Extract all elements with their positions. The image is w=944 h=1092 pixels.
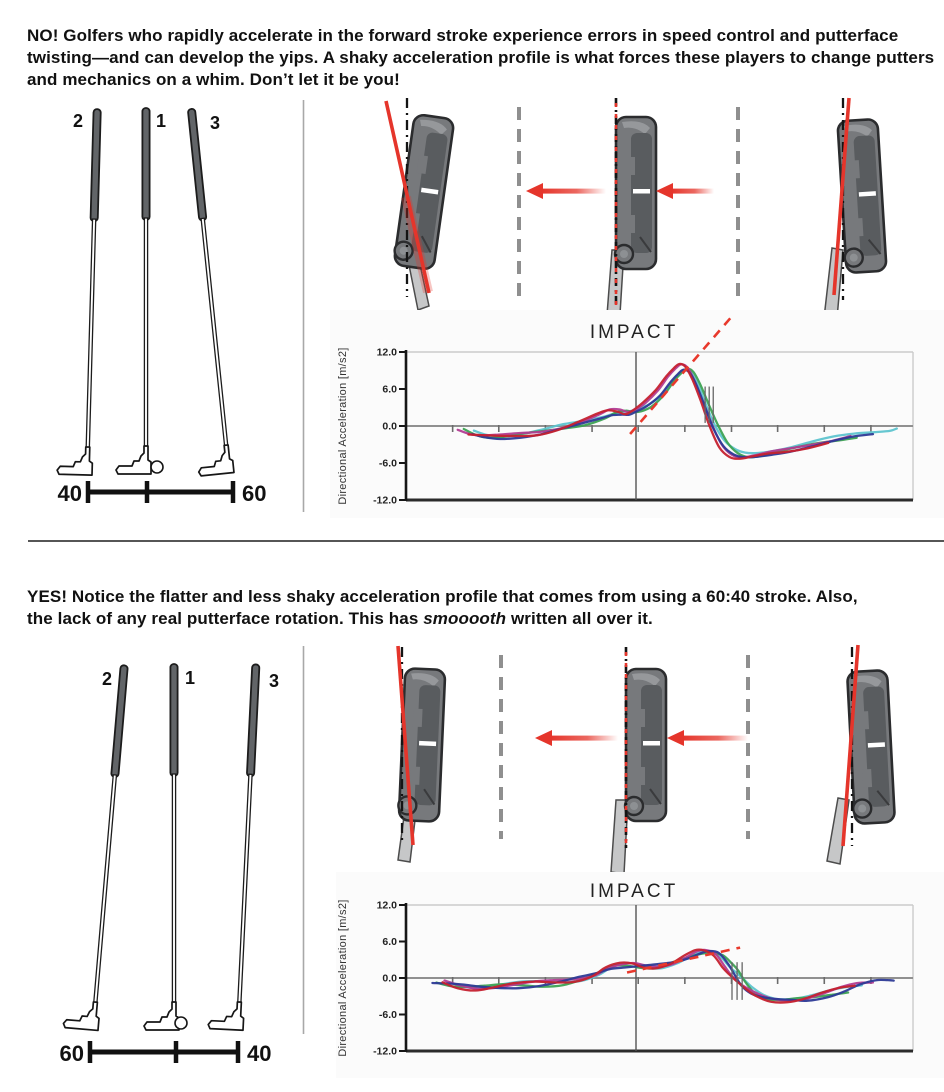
no-putter-1-label: 1 bbox=[156, 111, 166, 131]
no-ratio-left-value: 40 bbox=[58, 481, 82, 506]
no-stroke-ratio-scale bbox=[85, 481, 236, 503]
yes-body-italic-word: smooooth bbox=[423, 609, 507, 628]
no-putter-3-label: 3 bbox=[210, 113, 220, 133]
golf-ball bbox=[150, 460, 164, 474]
trial-curve-trial-red bbox=[467, 362, 830, 460]
golf-ball bbox=[174, 1016, 188, 1030]
no-putter-backstroke bbox=[56, 107, 104, 477]
ytick-label: 12.0 bbox=[377, 900, 398, 912]
yes-body-text-post: written all over it. bbox=[506, 609, 653, 628]
left-arrow-icon bbox=[656, 183, 714, 199]
ytick-label: 12.0 bbox=[377, 347, 398, 359]
no-pendulum-diagram: 2 1 3 40 60 bbox=[56, 107, 266, 506]
no-putter-address bbox=[115, 107, 152, 475]
left-arrow-icon bbox=[535, 730, 618, 746]
no-heading: NO! bbox=[27, 26, 59, 45]
no-paragraph: NO! Golfers who rapidly accelerate in th… bbox=[27, 25, 939, 91]
arrow-head bbox=[667, 730, 684, 746]
ytick-label: 0.0 bbox=[382, 421, 397, 433]
acceleration-guide-dashed bbox=[626, 946, 741, 974]
ytick-marks bbox=[399, 351, 406, 501]
yes-face-square-3 bbox=[826, 644, 897, 865]
y-axis-title: Directional Acceleration [m/s2] bbox=[337, 899, 349, 1056]
face-angle-red-line bbox=[396, 645, 415, 846]
yes-face-square-2 bbox=[610, 647, 668, 875]
chart-title: IMPACT bbox=[590, 322, 678, 343]
putter-head-top-view bbox=[623, 667, 668, 823]
ytick-label: 6.0 bbox=[382, 936, 397, 948]
yes-ratio-right-value: 40 bbox=[247, 1041, 271, 1066]
no-putterface-row bbox=[384, 97, 888, 331]
no-face-open bbox=[384, 98, 456, 312]
ytick-label: -6.0 bbox=[379, 1009, 397, 1021]
ytick-label: -12.0 bbox=[373, 495, 397, 507]
no-body-text: Golfers who rapidly accelerate in the fo… bbox=[27, 26, 935, 89]
arrow-head bbox=[656, 183, 673, 199]
yes-putter-3-label: 3 bbox=[269, 671, 279, 691]
arrow-head bbox=[526, 183, 543, 199]
yes-putter-followthrough bbox=[207, 662, 262, 1032]
ytick-label: -12.0 bbox=[373, 1046, 397, 1058]
no-impact-chart: IMPACT 12.0 6.0 0.0 -6.0 -12.0 Direction… bbox=[330, 310, 944, 518]
putter-head-top-view bbox=[391, 112, 456, 272]
no-face-square bbox=[605, 98, 658, 331]
face-angle-red-line bbox=[832, 97, 851, 296]
yes-heading: YES! bbox=[27, 587, 68, 606]
yes-body-text-pre: Notice the flatter and less shaky accele… bbox=[27, 587, 858, 628]
ytick-label: 0.0 bbox=[382, 973, 397, 985]
acceleration-guide-dashed bbox=[629, 315, 733, 435]
ytick-label: 6.0 bbox=[382, 384, 397, 396]
chart-title: IMPACT bbox=[590, 881, 678, 902]
arrow-tail bbox=[671, 188, 714, 194]
yes-stroke-ratio-scale bbox=[87, 1041, 241, 1063]
yes-putter-2-label: 2 bbox=[102, 669, 112, 689]
arrow-tail bbox=[541, 188, 606, 194]
trial-curve-trial-navy bbox=[431, 949, 895, 1002]
face-angle-red-line bbox=[384, 100, 431, 294]
yes-putter-1-label: 1 bbox=[185, 668, 195, 688]
acceleration-trials bbox=[451, 315, 898, 460]
ytick-label: -6.0 bbox=[379, 458, 397, 470]
yes-putterface-row bbox=[396, 644, 897, 875]
arrow-tail bbox=[682, 735, 748, 741]
no-putter-followthrough bbox=[160, 107, 235, 477]
yes-putter-backstroke bbox=[62, 661, 131, 1032]
yes-impact-chart: IMPACT 12.0 6.0 0.0 -6.0 -12.0 Direction… bbox=[336, 872, 944, 1078]
arrow-head bbox=[535, 730, 552, 746]
yes-putter-address bbox=[143, 663, 180, 1031]
yes-paragraph: YES! Notice the flatter and less shaky a… bbox=[27, 586, 863, 630]
chart-panel bbox=[336, 872, 944, 1078]
no-face-slight-twist bbox=[822, 97, 888, 331]
putter-head-top-view bbox=[613, 115, 658, 271]
acceleration-trials bbox=[431, 946, 895, 1004]
yes-face-square-1 bbox=[396, 645, 447, 863]
left-arrow-icon bbox=[667, 730, 748, 746]
trial-curve-trial-red bbox=[441, 948, 856, 1004]
no-ratio-right-value: 60 bbox=[242, 481, 266, 506]
face-angle-red-line bbox=[841, 644, 860, 847]
y-axis-title: Directional Acceleration [m/s2] bbox=[337, 347, 349, 504]
left-arrow-icon bbox=[526, 183, 606, 199]
ytick-marks bbox=[399, 904, 406, 1052]
yes-pendulum-diagram: 2 1 3 60 40 bbox=[60, 661, 279, 1066]
arrow-tail bbox=[550, 735, 618, 741]
no-putter-2-label: 2 bbox=[73, 111, 83, 131]
yes-ratio-left-value: 60 bbox=[60, 1041, 84, 1066]
chart-panel bbox=[330, 310, 944, 518]
